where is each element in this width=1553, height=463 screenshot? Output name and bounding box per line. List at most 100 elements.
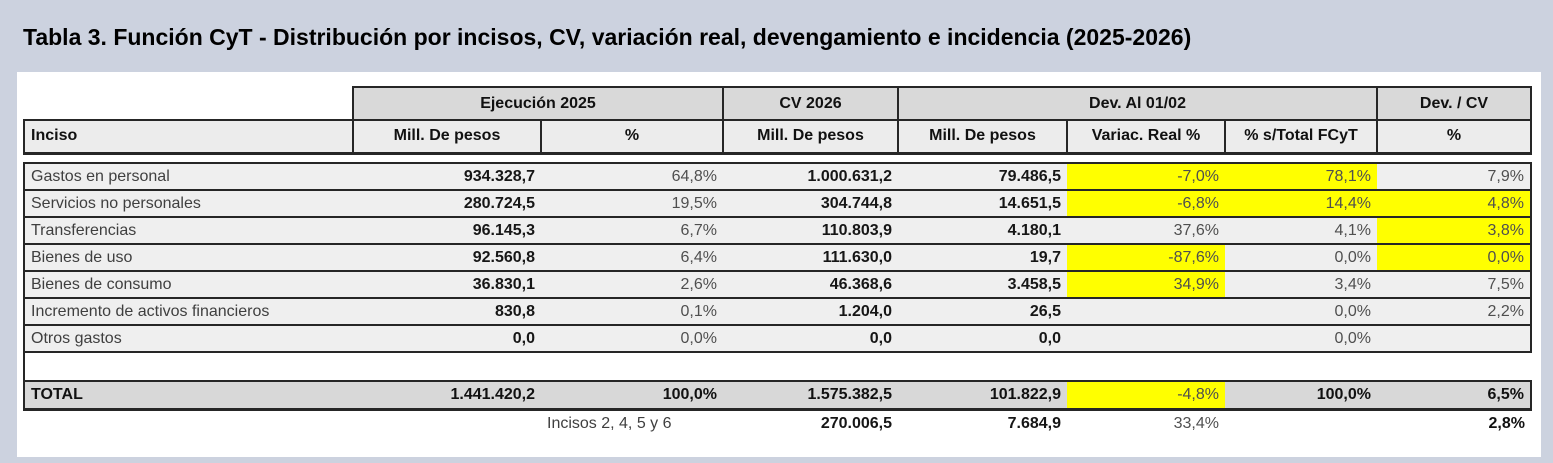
value-cell: 14.651,5: [898, 189, 1067, 218]
row-label-cell: Bienes de consumo: [23, 270, 353, 299]
footnote-empty-cell: [1225, 409, 1377, 438]
column-header-ejec-pesos: Mill. De pesos: [352, 119, 542, 155]
table-row: Otros gastos 0,0 0,0% 0,0 0,0 0,0%: [23, 324, 1532, 353]
table-panel: Ejecución 2025 CV 2026 Dev. Al 01/02 Dev…: [17, 72, 1541, 457]
value-cell: [1067, 297, 1225, 326]
value-cell: 0,0%: [541, 324, 723, 353]
value-cell: 0,0%: [1225, 324, 1377, 353]
value-cell: 0,0%: [1225, 243, 1377, 272]
spacer-row: [23, 352, 1531, 381]
column-header-dev-pesos: Mill. De pesos: [897, 119, 1068, 155]
value-cell: 36.830,1: [353, 270, 541, 299]
row-label-cell: Otros gastos: [23, 324, 353, 353]
value-cell: 19,7: [898, 243, 1067, 272]
footnote-dev-pesos-cell: 7.684,9: [1007, 415, 1061, 433]
total-cv-pesos-cell: 1.575.382,5: [723, 380, 898, 411]
value-cell: 6,7%: [541, 216, 723, 245]
footnote-label-cell: Incisos 2, 4, 5 y 6: [547, 415, 672, 433]
column-header-pct-total-fcyt: % s/Total FCyT: [1224, 119, 1378, 155]
table-row: Incremento de activos financieros 830,8 0,…: [23, 297, 1532, 326]
total-label-cell: TOTAL: [23, 380, 353, 411]
total-dev-pesos-cell: 101.822,9: [898, 380, 1067, 411]
column-header-inciso: Inciso: [23, 119, 354, 155]
total-row: TOTAL 1.441.420,2 100,0% 1.575.382,5 101…: [23, 380, 1532, 411]
value-cell: 0,0: [723, 324, 898, 353]
value-cell: 7,9%: [1377, 162, 1532, 191]
table-row: Bienes de uso 92.560,8 6,4% 111.630,0 19,7 -8…: [23, 243, 1532, 272]
column-header-ejec-pct: %: [540, 119, 724, 155]
value-cell: 0,1%: [541, 297, 723, 326]
row-label-cell: Servicios no personales: [23, 189, 353, 218]
value-cell: 0,0%: [1377, 243, 1532, 272]
group-header-dev-al-0102: Dev. Al 01/02: [897, 86, 1378, 121]
footnote-empty-cell: [353, 409, 541, 438]
footnote-dev-cv-cell: 2,8%: [1488, 415, 1525, 433]
value-cell: 2,6%: [541, 270, 723, 299]
total-dev-cv-cell: 6,5%: [1377, 380, 1532, 411]
table-row: Bienes de consumo 36.830,1 2,6% 46.368,6 3.4…: [23, 270, 1532, 299]
value-cell: 14,4%: [1225, 189, 1377, 218]
value-cell: 78,1%: [1225, 162, 1377, 191]
table-row: Transferencias 96.145,3 6,7% 110.803,9 4.180…: [23, 216, 1532, 245]
value-cell: 92.560,8: [353, 243, 541, 272]
value-cell: 46.368,6: [723, 270, 898, 299]
footnote-cv-pesos-cell: 270.006,5: [820, 415, 892, 433]
row-label-cell: Incremento de activos financieros: [23, 297, 353, 326]
table-row: Servicios no personales 280.724,5 19,5% 304…: [23, 189, 1532, 218]
value-cell: -87,6%: [1067, 243, 1225, 272]
value-cell: 830,8: [353, 297, 541, 326]
group-header-cv-2026: CV 2026: [722, 86, 899, 121]
value-cell: 6,4%: [541, 243, 723, 272]
table-body: Gastos en personal 934.328,7 64,8% 1.000.63…: [23, 162, 1532, 353]
value-cell: 34,9%: [1067, 270, 1225, 299]
group-header-row: Ejecución 2025 CV 2026 Dev. Al 01/02 Dev…: [24, 86, 1532, 121]
value-cell: 64,8%: [541, 162, 723, 191]
value-cell: 37,6%: [1067, 216, 1225, 245]
value-cell: 3.458,5: [898, 270, 1067, 299]
value-cell: -6,8%: [1067, 189, 1225, 218]
row-label-cell: Bienes de uso: [23, 243, 353, 272]
value-cell: 7,5%: [1377, 270, 1532, 299]
value-cell: 1.204,0: [723, 297, 898, 326]
value-cell: 1.000.631,2: [723, 162, 898, 191]
value-cell: 934.328,7: [353, 162, 541, 191]
value-cell: 0,0%: [1225, 297, 1377, 326]
total-ejec-pesos-cell: 1.441.420,2: [353, 380, 541, 411]
value-cell: 4,1%: [1225, 216, 1377, 245]
group-header-dev-cv: Dev. / CV: [1376, 86, 1532, 121]
group-header-ejecucion-2025: Ejecución 2025: [352, 86, 724, 121]
value-cell: [1377, 324, 1532, 353]
value-cell: 79.486,5: [898, 162, 1067, 191]
value-cell: 19,5%: [541, 189, 723, 218]
value-cell: 4.180,1: [898, 216, 1067, 245]
value-cell: 3,4%: [1225, 270, 1377, 299]
total-variac-real-cell: -4,8%: [1067, 380, 1225, 411]
footnote-empty-cell: [24, 409, 353, 438]
value-cell: 304.744,8: [723, 189, 898, 218]
total-pct-total-cell: 100,0%: [1225, 380, 1377, 411]
total-ejec-pct-cell: 100,0%: [541, 380, 723, 411]
column-header-variac-real: Variac. Real %: [1066, 119, 1226, 155]
column-header-dev-cv-pct: %: [1376, 119, 1532, 155]
value-cell: 3,8%: [1377, 216, 1532, 245]
column-header-row: Inciso Mill. De pesos % Mill. De pesos M…: [23, 119, 1532, 155]
value-cell: 280.724,5: [353, 189, 541, 218]
header-spacer-row: [24, 153, 1531, 163]
value-cell: 110.803,9: [723, 216, 898, 245]
row-label-cell: Gastos en personal: [23, 162, 353, 191]
footnote-variac-real-cell: 33,4%: [1173, 415, 1219, 433]
value-cell: 0,0: [898, 324, 1067, 353]
footnote-row: Incisos 2, 4, 5 y 6 270.006,5 7.684,9 33…: [24, 409, 1531, 438]
value-cell: 0,0: [353, 324, 541, 353]
value-cell: 26,5: [898, 297, 1067, 326]
row-label-cell: Transferencias: [23, 216, 353, 245]
value-cell: -7,0%: [1067, 162, 1225, 191]
column-header-cv-pesos: Mill. De pesos: [722, 119, 899, 155]
budget-table: Ejecución 2025 CV 2026 Dev. Al 01/02 Dev…: [23, 86, 1532, 438]
value-cell: 96.145,3: [353, 216, 541, 245]
table-row: Gastos en personal 934.328,7 64,8% 1.000.63…: [23, 162, 1532, 191]
page-title: Tabla 3. Función CyT - Distribución por …: [23, 24, 1192, 50]
value-cell: [1067, 324, 1225, 353]
group-header-empty: [24, 87, 353, 120]
